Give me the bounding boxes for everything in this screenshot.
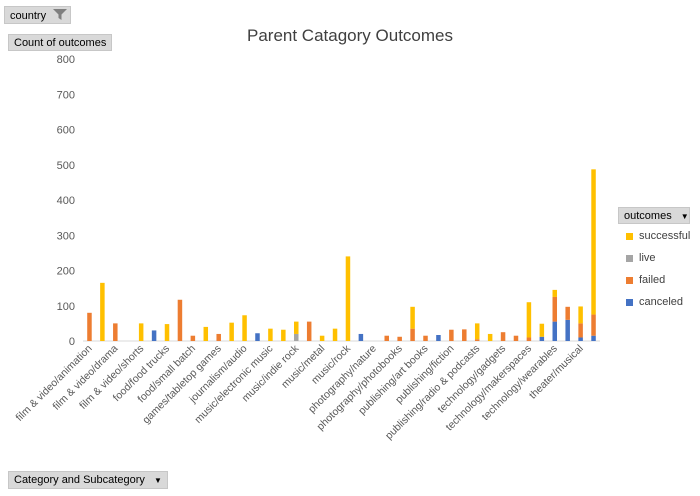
bar-canceled: [151, 330, 157, 341]
y-tick-label: 800: [57, 54, 75, 66]
dropdown-arrow-icon: ▼: [153, 475, 162, 485]
legend-field-button[interactable]: outcomes ▼: [618, 207, 690, 224]
bar-successful: [319, 335, 325, 341]
bar-canceled: [552, 321, 558, 341]
bar-successful: [138, 323, 144, 341]
bar-successful: [487, 333, 493, 341]
y-tick-label: 100: [57, 301, 75, 313]
bar-successful: [345, 256, 351, 341]
bar-canceled: [578, 337, 583, 341]
bar-failed: [87, 312, 92, 341]
bar-live: [294, 333, 299, 341]
legend-item-live[interactable]: live: [626, 252, 656, 264]
legend-swatch: [626, 254, 633, 262]
bar-failed: [474, 339, 480, 341]
bar-failed: [423, 335, 428, 341]
legend-label: failed: [639, 274, 666, 286]
legend-label: live: [639, 252, 656, 264]
y-tick-label: 0: [69, 336, 75, 348]
bar-successful: [410, 306, 415, 329]
legend-swatch: [626, 298, 633, 306]
y-tick-label: 400: [57, 195, 75, 207]
bar-failed: [526, 337, 532, 341]
bar-failed: [591, 314, 596, 336]
bar-successful: [539, 323, 545, 337]
bar-successful: [332, 328, 338, 341]
bar-failed: [113, 323, 118, 341]
bar-successful: [294, 321, 299, 334]
bar-successful: [281, 329, 286, 341]
bar-failed: [449, 329, 454, 341]
bar-failed: [306, 321, 312, 341]
legend-swatch: [626, 276, 633, 284]
bar-successful: [203, 326, 209, 341]
bar-successful: [591, 169, 596, 315]
bar-failed: [410, 328, 415, 341]
value-field-label: Count of outcomes: [14, 37, 107, 49]
chart-title: Parent Catagory Outcomes: [247, 26, 453, 45]
country-filter-label: country: [10, 9, 47, 22]
bar-failed: [565, 306, 570, 320]
legend-item-successful[interactable]: successful: [626, 230, 690, 242]
bar-failed: [513, 335, 519, 341]
axis-field-label: Category and Subcategory: [14, 474, 145, 486]
bar-failed: [384, 335, 389, 341]
bar-failed: [462, 329, 467, 341]
bar-failed: [552, 296, 558, 322]
bar-failed: [190, 335, 196, 341]
bar-canceled: [436, 335, 441, 341]
bar-failed: [578, 323, 583, 338]
bar-canceled: [565, 319, 570, 341]
filter-icon: [53, 9, 68, 23]
bar-successful: [229, 322, 234, 341]
y-tick-label: 600: [57, 125, 75, 137]
legend-item-failed[interactable]: failed: [626, 274, 665, 286]
y-tick-label: 700: [57, 89, 75, 101]
legend-swatch: [626, 232, 633, 240]
bar-canceled: [255, 333, 260, 341]
y-tick-label: 300: [57, 230, 75, 242]
bar-failed: [397, 336, 402, 341]
axis-field-button[interactable]: Category and Subcategory ▼: [8, 471, 168, 489]
legend-item-canceled[interactable]: canceled: [626, 296, 683, 308]
bar-failed: [177, 299, 183, 341]
bar-failed: [500, 332, 506, 341]
bar-successful: [164, 324, 170, 341]
bar-failed: [216, 333, 221, 341]
legend-label: canceled: [639, 296, 684, 308]
bar-successful: [100, 282, 105, 341]
country-filter-button[interactable]: country: [4, 6, 71, 24]
bar-successful: [578, 306, 583, 324]
bar-successful: [268, 328, 273, 341]
bar-canceled: [358, 333, 364, 341]
bar-successful: [474, 323, 480, 340]
value-field-button[interactable]: Count of outcomes: [8, 34, 113, 51]
y-tick-label: 200: [57, 266, 75, 278]
y-tick-label: 500: [57, 160, 75, 172]
bar-successful: [242, 315, 247, 341]
bar-canceled: [591, 335, 596, 341]
legend-field-label: outcomes: [624, 210, 672, 222]
bar-canceled: [539, 336, 545, 341]
bar-successful: [552, 289, 558, 297]
legend-label: successful: [639, 230, 691, 242]
dropdown-arrow-icon: ▼: [680, 211, 689, 221]
bar-successful: [526, 302, 532, 338]
